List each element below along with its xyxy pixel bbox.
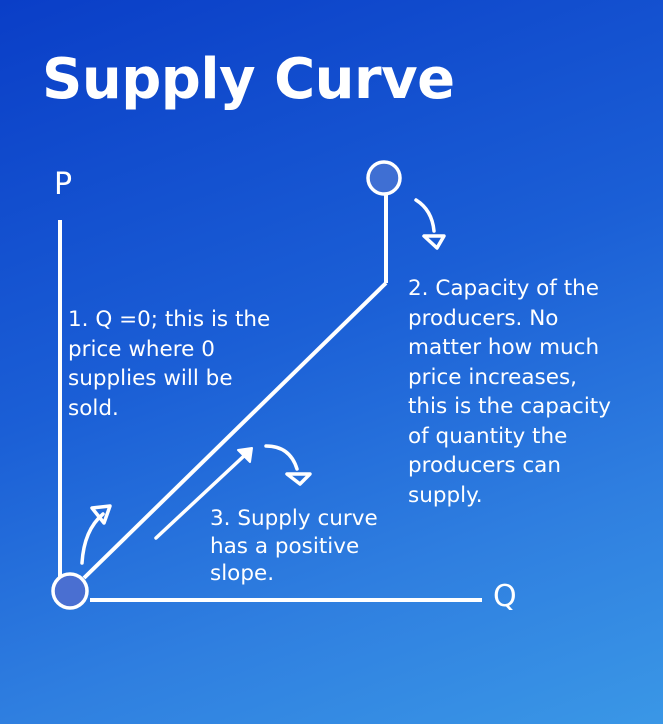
- page-title: Supply Curve: [42, 47, 455, 112]
- y-axis-label: P: [54, 167, 73, 202]
- note-2-line: producers. No: [408, 305, 559, 331]
- note-2-line: matter how much: [408, 335, 600, 360]
- note-1-line: price where 0: [68, 336, 215, 362]
- note-2-line: producers can: [408, 453, 561, 478]
- note-2-line: this is the capacity: [408, 394, 611, 419]
- supply-curve-line: [82, 281, 388, 580]
- note-3-line: has a positive: [210, 533, 360, 559]
- note-3: 3. Supply curve has a positive slope.: [210, 505, 378, 588]
- note1-arrowhead: [90, 504, 112, 525]
- note2-arrowhead: [422, 234, 446, 250]
- slope-arrowhead: [237, 447, 253, 463]
- note-1-line: 1. Q =0; this is the: [68, 307, 271, 332]
- note-1: 1. Q =0; this is the price where 0 suppl…: [68, 305, 270, 423]
- note-3-line: 3. Supply curve: [210, 506, 378, 531]
- note-1-line: supplies will be: [68, 366, 233, 391]
- slope-arrow-line: [154, 453, 247, 540]
- note-3-line: slope.: [210, 561, 275, 586]
- note3-arrow: [264, 444, 299, 471]
- note2-arrow: [414, 198, 436, 233]
- origin-point: [51, 572, 89, 610]
- note3-arrowhead: [285, 472, 312, 486]
- capacity-point: [366, 160, 402, 196]
- note-2-line: price increases,: [408, 364, 577, 390]
- note-2-line: 2. Capacity of the: [408, 276, 599, 301]
- note-1-line: sold.: [68, 395, 119, 421]
- note-2: 2. Capacity of the producers. No matter …: [408, 274, 611, 510]
- note-2-line: of quantity the: [408, 423, 568, 449]
- x-axis-label: Q: [493, 579, 517, 614]
- note1-arrow: [80, 512, 105, 565]
- note-2-line: supply.: [408, 482, 483, 508]
